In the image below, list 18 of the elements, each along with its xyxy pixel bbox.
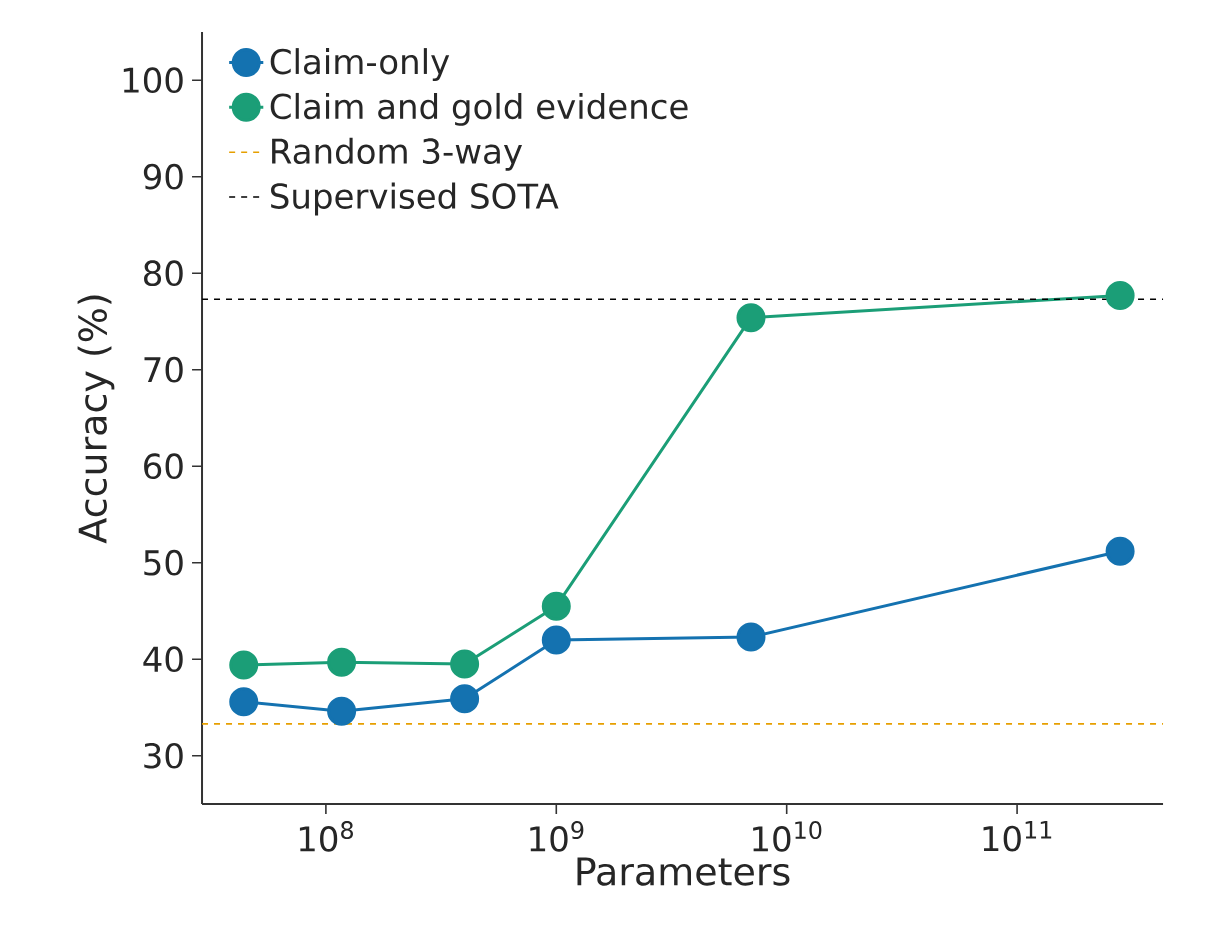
- y-tick-label: 50: [144, 549, 183, 576]
- y-tick-label: 40: [143, 646, 183, 673]
- x-tick-label: 10$^{8}$: [299, 821, 353, 852]
- y-tick-label: 100: [123, 67, 183, 94]
- y-tick-label: 70: [144, 356, 183, 383]
- y-tick-label: 90: [143, 163, 183, 190]
- y-tick-label: 60: [144, 453, 183, 480]
- legend-label: Claim and gold evidence: [270, 92, 688, 126]
- y-axis-title: Accuracy (%): [77, 295, 115, 544]
- x-axis-title: Parameters: [577, 857, 790, 886]
- x-tick-label: 10$^{9}$: [530, 821, 584, 852]
- legend-label: Random 3-way: [272, 137, 523, 171]
- x-tick-label: 10$^{10}$: [753, 821, 822, 852]
- y-tick-label: 30: [144, 742, 183, 769]
- legend-label: Claim-only: [270, 48, 450, 81]
- y-tick-label: 80: [144, 260, 183, 287]
- legend-label: Supervised SOTA: [271, 182, 559, 216]
- x-tick-label: 10$^{11}$: [983, 821, 1052, 852]
